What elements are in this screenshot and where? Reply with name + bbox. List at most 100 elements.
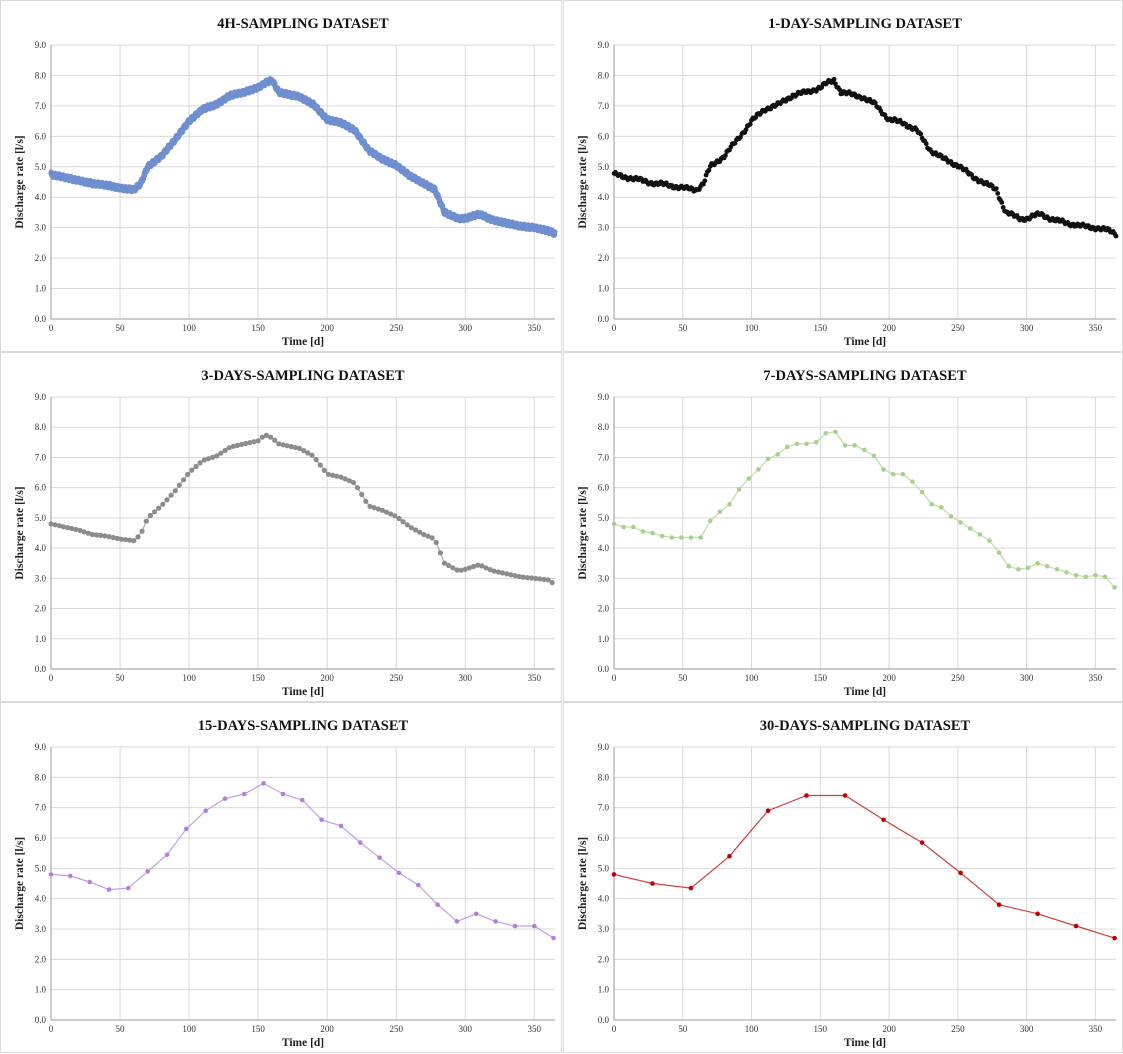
data-point [462,566,468,572]
data-point [743,127,749,132]
data-point [842,793,848,798]
data-point [1000,205,1006,210]
data-point [900,471,906,477]
data-point [65,525,71,531]
x-axis-label: Time [d] [282,336,324,348]
data-point [396,515,402,522]
data-point [1016,567,1021,572]
y-tick-label: 8.0 [598,422,610,432]
y-tick-label: 5.0 [35,162,47,172]
data-point [284,443,290,449]
y-tick-label: 7.0 [598,803,610,813]
data-point [152,509,158,515]
data-point [367,503,373,509]
x-axis-label: Time [d] [844,1037,886,1049]
data-point [881,467,886,472]
data-point [650,881,655,886]
y-tick-label: 9.0 [598,392,610,402]
x-tick-label: 150 [251,323,265,333]
data-point [185,471,191,477]
x-tick-label: 150 [814,1024,828,1034]
x-tick-label: 0 [49,673,54,683]
data-point [918,131,924,137]
x-tick-label: 50 [678,323,688,333]
chart-panel-7days: 7-DAYS-SAMPLING DATASET 0.0 1.0 2.0 3.0 4.0 5.… [563,352,1123,702]
data-point [197,460,203,466]
data-point [261,781,266,786]
data-point [813,440,819,445]
data-point [358,840,363,845]
data-point [396,870,402,876]
x-tick-label: 50 [678,1024,688,1034]
y-axis-label: Discharge rate [l/s] [577,135,589,228]
data-point [377,855,382,860]
data-point [226,445,232,451]
data-point [87,879,92,885]
data-point [272,437,278,443]
x-tick-label: 0 [612,1024,617,1034]
data-point [504,571,510,577]
data-point [862,447,867,453]
chart-15days-svg: 15-DAYS-SAMPLING DATASET 0.0 1.0 2.0 3.0 4.0 5… [14,718,556,1049]
x-tick-label: 250 [951,673,965,683]
data-point [842,443,848,448]
data-point [123,537,129,543]
x-tick-label: 350 [528,323,542,333]
y-tick-label: 9.0 [35,392,47,402]
y-axis-label: Discharge rate [l/s] [14,486,26,579]
y-tick-label: 4.0 [35,894,47,904]
y-tick-label: 8.0 [35,422,47,432]
data-point [164,497,170,503]
data-point [255,438,261,444]
data-point [85,530,91,536]
y-tick-label: 2.0 [35,604,47,614]
data-point [474,911,479,917]
y-tick-label: 1.0 [598,634,610,644]
data-point [222,796,228,801]
data-point [483,565,489,571]
data-point [218,450,224,456]
data-point [259,434,265,440]
y-tick-label: 0.0 [598,1015,610,1025]
y-axis-label: Discharge rate [l/s] [577,837,589,930]
y-tick-label: 0.0 [35,314,47,324]
y-tick-label: 0.0 [598,314,610,324]
data-point [425,533,431,539]
x-tick-label: 150 [814,673,828,683]
chart-title: 1-DAY-SAMPLING DATASET [768,16,962,32]
data-point [205,456,211,462]
data-point [621,524,626,530]
data-point [823,431,829,436]
data-point [466,565,472,571]
y-tick-label: 7.0 [35,101,47,111]
chart-panel-15days: 15-DAYS-SAMPLING DATASET 0.0 1.0 2.0 3.0 4.0 5… [0,702,562,1053]
chart-3days-svg: 3-DAYS-SAMPLING DATASET 0.0 1.0 2.0 3.0 4.0 5.… [14,368,555,698]
y-tick-label: 6.0 [598,131,610,141]
data-point [804,441,809,447]
data-point [765,808,771,813]
data-point [1073,923,1079,929]
data-point [433,539,439,546]
y-tick-label: 5.0 [35,513,47,523]
data-point [454,567,460,573]
data-point [143,518,149,524]
data-point [363,498,369,504]
data-point [708,518,713,524]
data-point [631,524,636,530]
data-point [549,580,555,586]
data-point [429,535,435,541]
chart-title: 7-DAYS-SAMPLING DATASET [763,368,966,384]
data-point [999,200,1005,205]
data-point [242,791,247,797]
x-tick-label: 200 [882,323,896,333]
x-tick-label: 350 [528,673,542,683]
chart-title: 15-DAYS-SAMPLING DATASET [198,718,409,734]
data-point [493,919,498,924]
data-point [77,527,83,533]
data-point [919,489,925,495]
data-point [321,467,327,473]
series-markers [48,76,558,238]
y-tick-label: 5.0 [598,162,610,172]
data-point [702,178,708,184]
data-point [929,502,934,507]
